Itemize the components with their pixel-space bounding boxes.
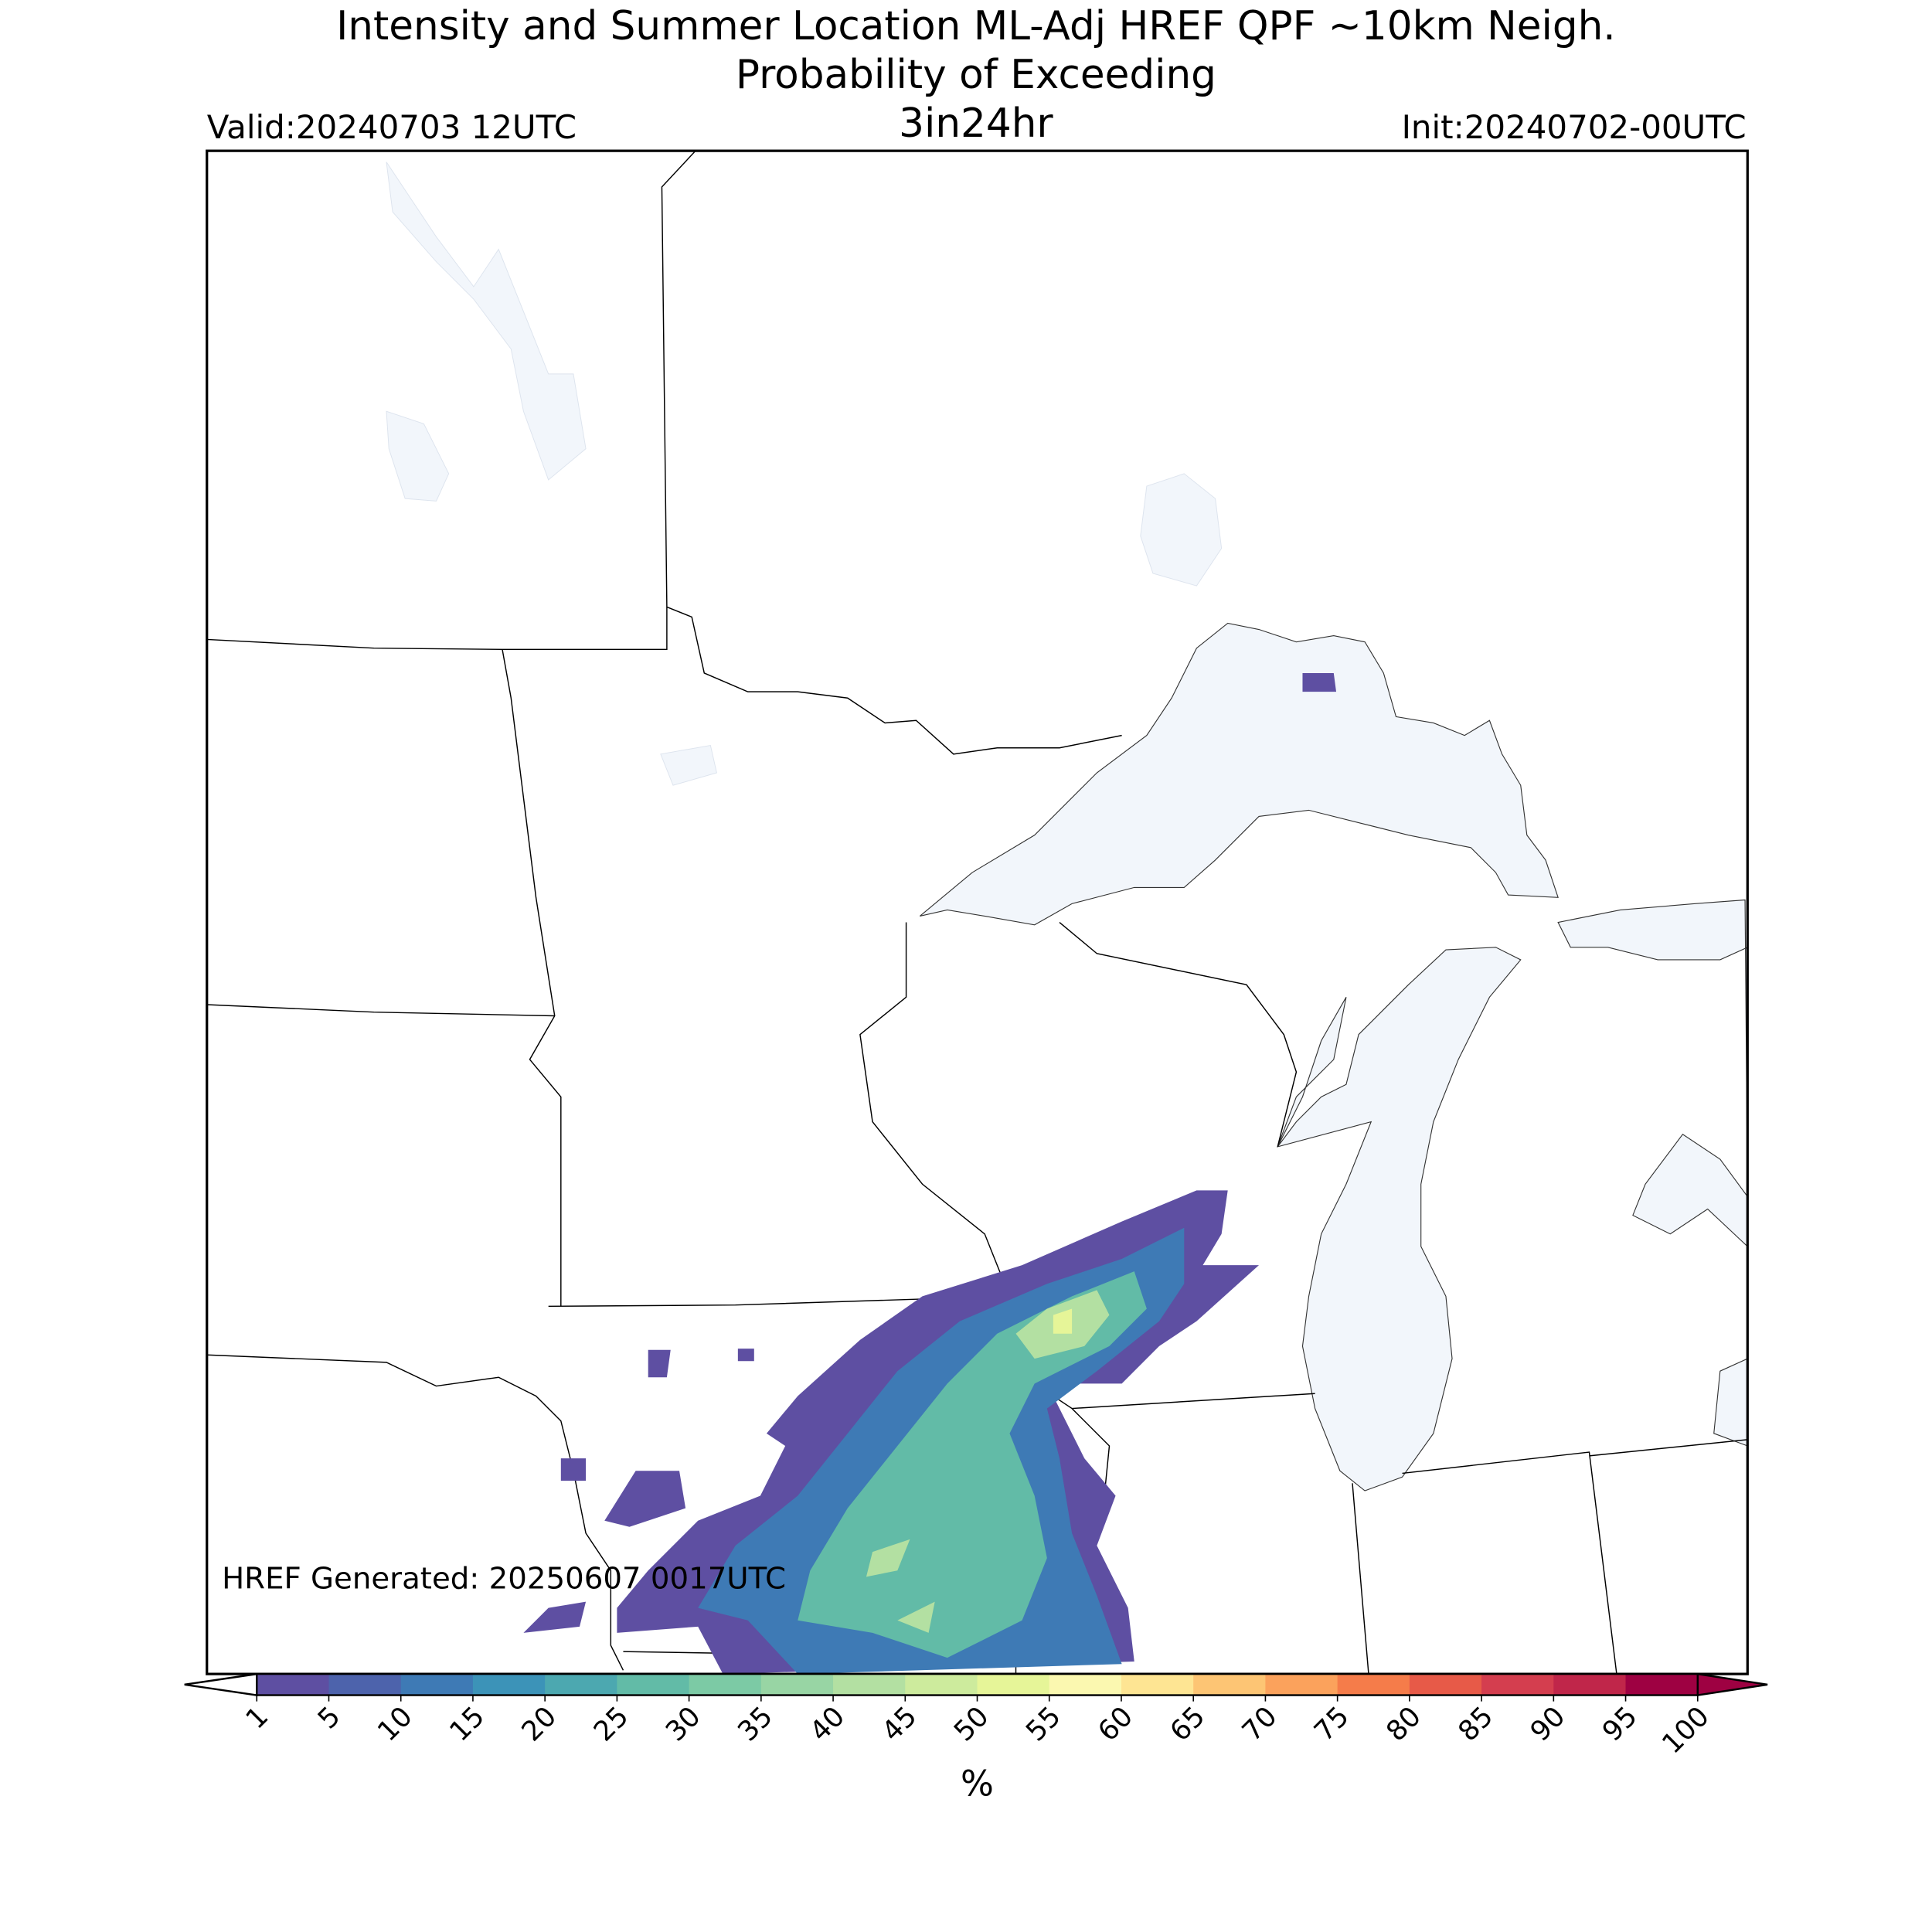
colorbar-segment	[760, 1674, 834, 1696]
border	[1059, 921, 1298, 1148]
valid-time: Valid:20240703 12UTC	[207, 108, 577, 146]
colorbar-label: %	[961, 1763, 994, 1804]
colorbar-segment	[905, 1674, 978, 1696]
border	[666, 606, 1122, 755]
colorbar-segment	[1121, 1674, 1194, 1696]
colorbar-tick-label: 20	[515, 1701, 563, 1748]
colorbar-segment	[1193, 1674, 1266, 1696]
colorbar-segment	[257, 1674, 329, 1696]
border	[1072, 1393, 1315, 1410]
generated-note: HREF Generated: 20250607 0017UTC	[222, 1562, 786, 1597]
colorbar-segment	[1409, 1674, 1482, 1696]
colorbar-segment	[545, 1674, 617, 1696]
lake	[1140, 473, 1223, 587]
colorbar-tick-label: 35	[732, 1701, 779, 1748]
lake-superior	[919, 622, 1559, 926]
colorbar-segment	[977, 1674, 1050, 1696]
colorbar-tick-label: 5	[312, 1701, 347, 1736]
border	[206, 1004, 555, 1017]
precip-area	[1053, 1308, 1073, 1334]
colorbar-tick-label: 15	[444, 1701, 491, 1748]
colorbar-tick-label: 75	[1308, 1701, 1355, 1748]
lake	[1713, 1358, 1748, 1447]
border	[206, 1354, 624, 1671]
colorbar-tick-label: 70	[1236, 1701, 1284, 1748]
colorbar-tick-label: 10	[372, 1701, 419, 1748]
colorbar-segment	[1481, 1674, 1554, 1696]
colorbar-segment	[472, 1674, 546, 1696]
lake	[660, 744, 717, 786]
colorbar-tick-label: 85	[1452, 1701, 1499, 1748]
border	[1352, 1483, 1369, 1675]
lake-michigan	[1277, 947, 1522, 1492]
colorbar-tick-label: 90	[1525, 1701, 1572, 1748]
colorbar-segment	[328, 1674, 402, 1696]
title-line: Intensity and Summer Location ML-Adj HRE…	[336, 3, 1616, 49]
border	[502, 649, 562, 1307]
colorbar-tick-label: 1	[240, 1701, 274, 1736]
threshold: 3in24hr	[899, 100, 1053, 147]
border	[1589, 1439, 1748, 1457]
colorbar-tick-label: 100	[1656, 1701, 1716, 1760]
colorbar-segment	[1625, 1674, 1699, 1696]
border	[206, 151, 696, 651]
colorbar-tick-label: 25	[588, 1701, 635, 1748]
colorbar-tick-label: 50	[948, 1701, 995, 1748]
colorbar-tick-label: 60	[1092, 1701, 1139, 1748]
border	[1402, 1451, 1617, 1675]
colorbar-segment	[833, 1674, 906, 1696]
lake	[386, 162, 587, 481]
colorbar-segment	[1049, 1674, 1122, 1696]
init-time: Init:20240702-00UTC	[1402, 108, 1747, 146]
lake	[386, 410, 450, 502]
colorbar-tick-label: 80	[1380, 1701, 1427, 1748]
colorbar-tick-label: 55	[1020, 1701, 1067, 1748]
colorbar-segment	[400, 1674, 474, 1696]
colorbar-tick-label: 40	[804, 1701, 851, 1748]
colorbar-segment	[617, 1674, 690, 1696]
border	[859, 922, 1011, 1297]
colorbar: 1 5 10 15 20 25 30 35 40 45 50 55 60 65 70 75 80 85 90 95 10…	[184, 1672, 1768, 1760]
colorbar-segment	[1337, 1674, 1410, 1696]
title-line: Probability of Exceeding	[736, 52, 1216, 98]
colorbar-tick-label: 95	[1597, 1701, 1644, 1748]
lake-huron	[1557, 899, 1748, 1247]
colorbar-segment	[689, 1674, 762, 1696]
colorbar-extend-under	[184, 1672, 258, 1696]
colorbar-tick-label: 65	[1164, 1701, 1211, 1748]
colorbar-tick-label: 30	[660, 1701, 707, 1748]
precip-area	[866, 1290, 1110, 1633]
colorbar-segment	[1265, 1674, 1338, 1696]
colorbar-segment	[1553, 1674, 1627, 1696]
map: HREF Generated: 20250607 0017UTC	[206, 149, 1749, 1675]
colorbar-tick-label: 45	[876, 1701, 923, 1748]
colorbar-extend-over	[1696, 1672, 1768, 1696]
